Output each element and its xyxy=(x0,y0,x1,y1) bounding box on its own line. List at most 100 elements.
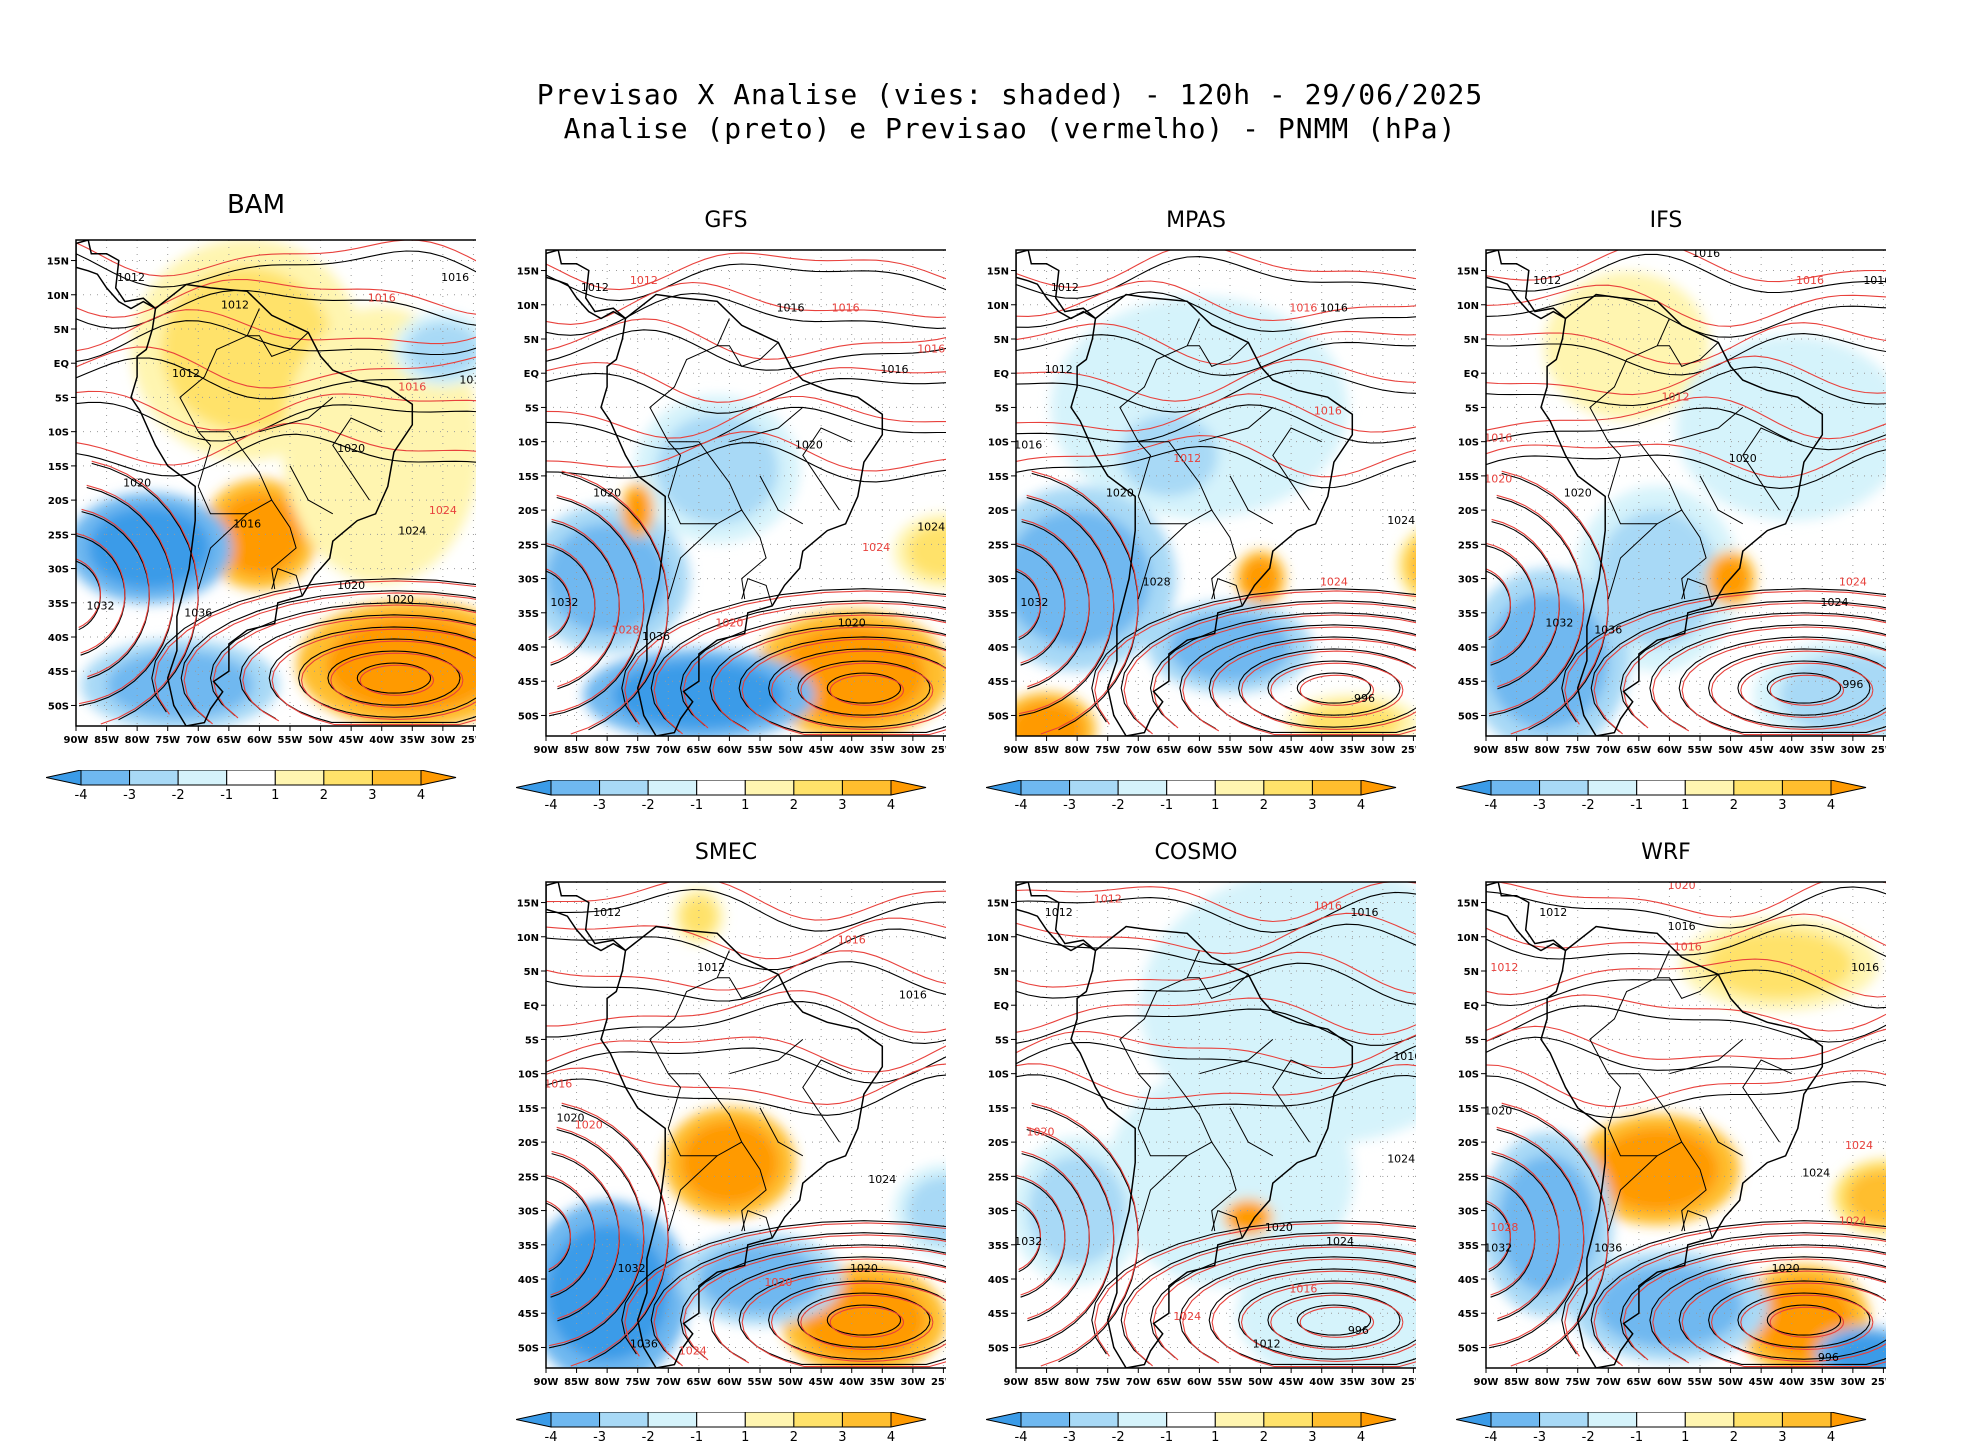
lat-tick-label: 5S xyxy=(1465,1035,1479,1046)
country-border xyxy=(1272,1059,1322,1143)
lon-tick-label: 55W xyxy=(748,1377,773,1388)
colorbar-label: -1 xyxy=(690,1430,703,1445)
analysis-contour xyxy=(1179,1256,1416,1362)
analysis-contour xyxy=(1590,600,1886,733)
lat-tick-label: 5N xyxy=(1464,335,1479,346)
colorbar-segment xyxy=(890,1412,927,1428)
forecast-contour xyxy=(1488,494,1585,715)
lon-tick-label: 50W xyxy=(778,745,803,756)
lon-tick-label: 25W xyxy=(461,735,476,746)
lat-tick-label: 15N xyxy=(1457,267,1479,278)
panel-map: 1012 1016 1016 1024 1024 1032 996 1012 1020 1016 1… xyxy=(987,881,1416,1388)
colorbar-label: -4 xyxy=(75,788,88,803)
forecast-contour xyxy=(1769,674,1845,706)
analysis-contour xyxy=(327,650,461,706)
lon-tick-label: 60W xyxy=(1187,745,1212,756)
colorbar-segment xyxy=(516,780,552,796)
forecast-contour xyxy=(1016,882,1416,923)
lat-tick-label: 5S xyxy=(995,1035,1009,1046)
panel-title: IFS xyxy=(1649,208,1683,233)
bias-region xyxy=(1596,1265,1743,1348)
lon-tick-label: 55W xyxy=(748,745,773,756)
colorbar-label: 2 xyxy=(320,788,328,803)
country-border xyxy=(1607,1155,1658,1232)
country-border xyxy=(1199,1039,1274,1075)
colorbar-segment xyxy=(1684,1412,1735,1428)
forecast-contour xyxy=(1211,638,1416,736)
country-border xyxy=(179,308,260,487)
lat-tick-label: 15S xyxy=(1458,1104,1479,1115)
country-border xyxy=(667,1155,718,1232)
country-border xyxy=(1137,523,1188,600)
colorbar-label: 1 xyxy=(1211,798,1219,813)
analysis-contour-label: 1032 xyxy=(1545,616,1573,629)
colorbar-segment xyxy=(1166,1412,1216,1428)
forecast-contour xyxy=(1486,542,1536,664)
analysis-contour xyxy=(546,888,946,932)
colorbar-segment xyxy=(1069,1412,1119,1428)
analysis-contour-label: 1020 xyxy=(337,442,365,455)
analysis-contour xyxy=(621,588,946,723)
colorbar-label: 3 xyxy=(1778,1430,1786,1445)
country-border xyxy=(1119,318,1200,497)
country-border xyxy=(247,332,309,358)
forecast-contour xyxy=(551,1150,620,1320)
analysis-contour-label: 1032 xyxy=(1014,1235,1042,1248)
country-border xyxy=(729,407,804,443)
bias-region xyxy=(406,322,476,377)
colorbar-label: 4 xyxy=(1357,1430,1365,1445)
analysis-contour xyxy=(1766,672,1842,704)
forecast-contour xyxy=(1486,1174,1536,1296)
forecast-contour xyxy=(1299,674,1375,706)
lat-tick-label: 30S xyxy=(988,1207,1009,1218)
forecast-contour xyxy=(546,1036,946,1073)
lat-tick-label: 50S xyxy=(988,1343,1009,1354)
lat-tick-label: 15N xyxy=(1457,899,1479,910)
analysis-contour-label: 1020 xyxy=(386,593,414,606)
colorbar-segment xyxy=(1069,780,1119,796)
analysis-contour xyxy=(268,626,476,723)
forecast-contour-label: 1012 xyxy=(630,274,658,287)
analysis-contour xyxy=(1208,636,1416,733)
colorbar-segment xyxy=(550,1412,601,1428)
forecast-contour-label: 1024 xyxy=(1839,1214,1867,1227)
analysis-contour-label: 1012 xyxy=(117,271,145,284)
lon-tick-label: 35W xyxy=(1810,745,1835,756)
colorbar-label: 3 xyxy=(1778,798,1786,813)
colorbar-segment xyxy=(516,1412,552,1428)
forecast-contour xyxy=(829,674,905,706)
forecast-contour xyxy=(1270,1294,1404,1350)
analysis-contour-label: 1012 xyxy=(1533,274,1561,287)
analysis-contour xyxy=(1486,924,1886,960)
analysis-contour xyxy=(1649,624,1886,730)
analysis-contour-label: 1024 xyxy=(1326,1235,1354,1248)
colorbar-segment xyxy=(129,770,179,786)
forecast-contour xyxy=(1182,626,1416,732)
analysis-contour xyxy=(1486,969,1886,1009)
forecast-contour xyxy=(546,882,946,921)
lon-tick-label: 75W xyxy=(1095,1377,1120,1388)
analysis-contour xyxy=(546,292,946,336)
analysis-contour-label: 1024 xyxy=(917,521,945,534)
analysis-contour-label: 1020 xyxy=(795,439,823,452)
lon-tick-label: 85W xyxy=(1504,1377,1529,1388)
forecast-contour-label: 1024 xyxy=(1173,1310,1201,1323)
lat-tick-label: 50S xyxy=(1458,1343,1479,1354)
colorbar-label: 3 xyxy=(1308,1430,1316,1445)
lon-tick-label: 90W xyxy=(534,745,559,756)
lat-tick-label: 15S xyxy=(48,462,69,473)
analysis-contour xyxy=(546,442,946,483)
lat-tick-label: 25S xyxy=(48,530,69,541)
analysis-contour-label: 1016 xyxy=(459,374,476,387)
lon-tick-label: 40W xyxy=(839,745,864,756)
forecast-contour xyxy=(1486,913,1886,949)
country-border xyxy=(741,1141,767,1232)
colorbar-segment xyxy=(323,770,373,786)
lon-tick-label: 25W xyxy=(1401,1377,1416,1388)
analysis-contour-label: 996 xyxy=(1818,1351,1839,1364)
forecast-contour xyxy=(546,395,946,439)
forecast-contour xyxy=(1016,542,1066,664)
forecast-contour xyxy=(1021,518,1090,688)
forecast-contour xyxy=(1016,393,1416,433)
bias-region xyxy=(1016,510,1151,647)
